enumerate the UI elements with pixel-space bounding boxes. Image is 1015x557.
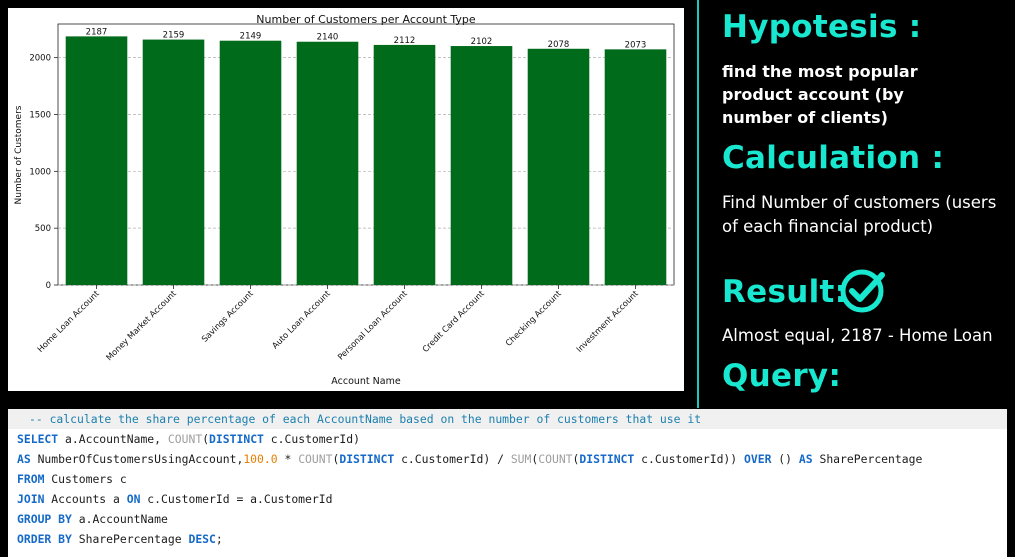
query-heading: Query: — [722, 358, 842, 394]
calculation-text: Find Number of customers (users of each … — [722, 193, 997, 236]
x-tick-label: Investment Account — [574, 288, 640, 354]
hypothesis-text: find the most popular product account (b… — [722, 62, 918, 127]
bar — [65, 36, 128, 285]
code-text: ( — [531, 452, 539, 466]
bar-value-label: 2187 — [86, 27, 108, 37]
y-tick-label: 500 — [35, 224, 51, 234]
kw-on: ON — [126, 492, 141, 506]
kw-from: FROM — [17, 472, 45, 486]
y-tick-label: 0 — [46, 281, 51, 291]
x-tick-label: Home Loan Account — [35, 288, 101, 354]
kw-join: JOIN — [17, 492, 45, 506]
x-tick-label: Auto Loan Account — [270, 288, 333, 351]
code-text: Customers c — [44, 472, 127, 486]
kw-distinct: DISTINCT — [579, 452, 635, 466]
bar — [373, 44, 436, 285]
fn-sum: SUM — [510, 452, 532, 466]
code-text: ( — [202, 432, 210, 446]
chart-title: Number of Customers per Account Type — [256, 13, 476, 26]
code-line-select: SELECT a.AccountName, COUNT(DISTINCT c.C… — [17, 429, 360, 449]
fn-count: COUNT — [167, 432, 203, 446]
result-text: Almost equal, 2187 - Home Loan — [722, 326, 993, 345]
code-text: NumberOfCustomersUsingAccount, — [30, 452, 244, 466]
sql-code-block: -- calculate the share percentage of eac… — [8, 409, 1007, 557]
kw-as: AS — [17, 452, 31, 466]
kw-desc: DESC — [188, 532, 216, 546]
kw-order-by: ORDER BY — [17, 532, 72, 546]
bar-value-label: 2102 — [471, 37, 493, 47]
divider-line — [697, 0, 699, 408]
kw-over: OVER — [744, 452, 772, 466]
bar-chart: 0 500 1000 1500 2000 Home Loan Account Money … — [14, 13, 675, 387]
x-tick-label: Credit Card Account — [420, 288, 486, 354]
code-text: c.CustomerId) / — [394, 452, 511, 466]
x-tick-label: Money Market Account — [104, 288, 179, 363]
x-axis-label: Account Name — [331, 376, 401, 387]
bar-value-label: 2149 — [240, 32, 262, 42]
kw-group-by: GROUP BY — [17, 512, 72, 526]
y-tick-label: 1000 — [29, 167, 51, 177]
code-text: * — [277, 452, 299, 466]
code-text: ( — [332, 452, 340, 466]
code-line-group-by: GROUP BY a.AccountName — [17, 509, 168, 529]
bar — [296, 41, 359, 286]
calculation-heading: Calculation : — [722, 140, 945, 176]
bar-value-label: 2078 — [548, 40, 570, 50]
hypothesis-heading: Hypotesis : — [722, 9, 922, 45]
y-tick-label: 2000 — [29, 54, 51, 64]
bar — [450, 46, 513, 286]
x-tick-label: Savings Account — [199, 288, 255, 344]
bar-value-label: 2112 — [394, 36, 416, 46]
fn-count: COUNT — [298, 452, 333, 466]
kw-distinct: DISTINCT — [209, 432, 264, 446]
bar-chart-panel: 0 500 1000 1500 2000 Home Loan Account Money … — [8, 8, 684, 391]
bar — [604, 49, 667, 286]
bar — [527, 48, 590, 286]
code-line-comment: -- calculate the share percentage of eac… — [29, 409, 701, 429]
y-tick-label: 1500 — [29, 110, 51, 120]
bar-value-label: 2140 — [317, 33, 339, 43]
result-heading: Result: — [722, 274, 848, 310]
kw-distinct: DISTINCT — [339, 452, 395, 466]
sql-comment: -- calculate the share percentage of eac… — [29, 412, 702, 426]
code-text: Accounts a — [44, 492, 127, 506]
code-line-order-by: ORDER BY SharePercentage DESC; — [17, 529, 223, 549]
fn-count: COUNT — [538, 452, 573, 466]
comment-highlight — [8, 409, 1007, 429]
bar — [219, 40, 282, 286]
code-text: ; — [215, 532, 223, 546]
bar-value-label: 2159 — [163, 31, 185, 41]
number-literal: 100.0 — [243, 452, 278, 466]
code-text: () — [771, 452, 799, 466]
kw-as: AS — [798, 452, 813, 466]
check-circle-icon — [840, 269, 885, 313]
code-text: a.AccountName, — [58, 432, 168, 446]
code-text: ( — [572, 452, 580, 466]
code-text: a.AccountName — [71, 512, 168, 526]
x-tick-label: Checking Account — [503, 288, 563, 348]
bar-value-label: 2073 — [625, 40, 647, 50]
code-text: c.CustomerId) — [263, 432, 360, 446]
insight-panel: Hypotesis : find the most popular produc… — [722, 0, 1012, 405]
code-line-as: AS NumberOfCustomersUsingAccount,100.0 *… — [17, 449, 922, 469]
code-text: c.CustomerId)) — [634, 452, 745, 466]
code-text: c.CustomerId = a.CustomerId — [140, 492, 333, 506]
bar — [142, 39, 205, 285]
x-tick-label: Personal Loan Account — [335, 288, 409, 362]
code-text: SharePercentage — [71, 532, 189, 546]
code-line-from: FROM Customers c — [17, 469, 127, 489]
y-axis-label: Number of Customers — [14, 105, 24, 204]
kw-select: SELECT — [17, 432, 59, 446]
code-line-join: JOIN Accounts a ON c.CustomerId = a.Cust… — [17, 489, 332, 509]
code-text: SharePercentage — [812, 452, 923, 466]
